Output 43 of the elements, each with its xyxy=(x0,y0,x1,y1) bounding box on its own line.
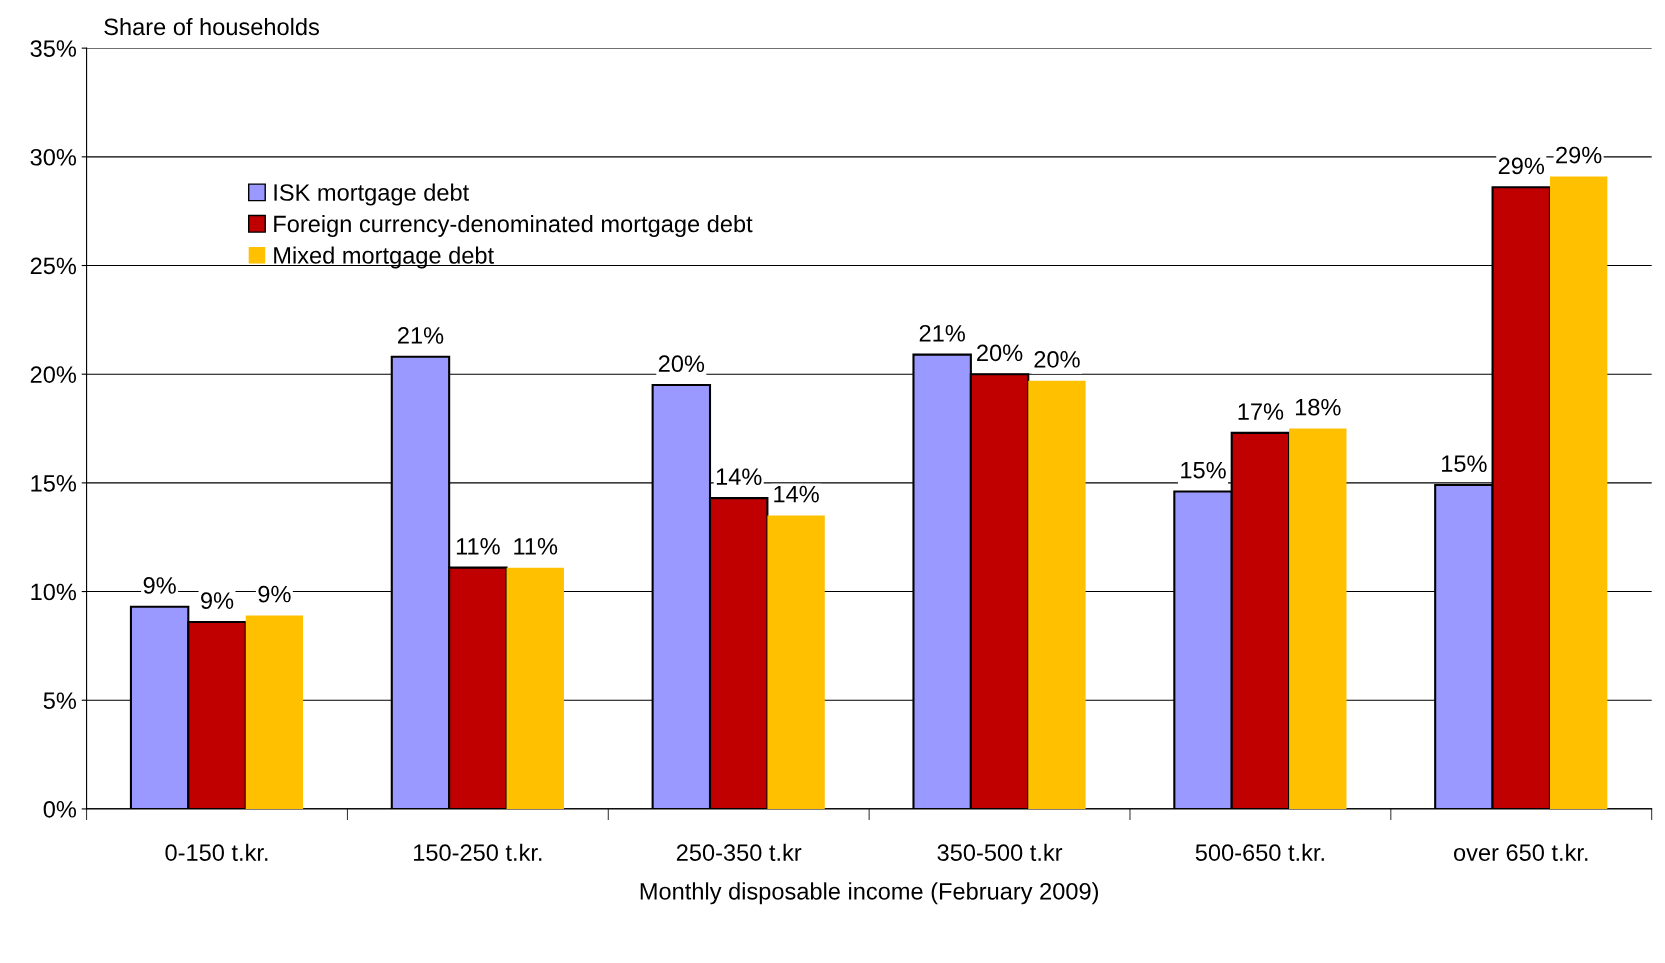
data-label: 11% xyxy=(514,538,558,555)
bar xyxy=(1028,380,1086,809)
data-label: 20% xyxy=(1034,351,1080,368)
legend-label: Mixed mortgage debt xyxy=(274,246,494,269)
bar xyxy=(506,567,564,809)
x-tick-label: 500-650 t.kr. xyxy=(1195,843,1324,861)
data-label: 21% xyxy=(398,327,444,344)
y-tick-label: 15% xyxy=(31,475,77,492)
y-tick-label: 20% xyxy=(30,366,77,383)
data-label: 9% xyxy=(258,585,291,603)
data-label: 29% xyxy=(1556,146,1602,164)
data-label: 9% xyxy=(201,592,234,609)
y-tick-label: 30% xyxy=(30,148,77,166)
bar xyxy=(767,515,825,809)
y-axis-title: Share of households xyxy=(104,17,319,36)
data-label: 17% xyxy=(1238,403,1284,420)
data-label: 15% xyxy=(1442,455,1487,473)
x-tick-label: over 650 t.kr. xyxy=(1454,843,1588,861)
data-label: 9% xyxy=(143,577,176,594)
x-tick-label: 250-350 t.kr xyxy=(676,843,802,861)
y-tick-label: 0% xyxy=(43,800,77,818)
y-tick-label: 25% xyxy=(30,257,77,275)
data-label: 21% xyxy=(919,324,965,342)
data-label: 14% xyxy=(774,485,819,503)
data-label: 15% xyxy=(1181,461,1226,479)
legend-label: Foreign currency-denominated mortgage debt xyxy=(274,214,753,237)
x-tick-label: 0-150 t.kr. xyxy=(165,843,268,861)
data-label: 20% xyxy=(658,355,705,373)
y-tick-label: 35% xyxy=(30,40,77,57)
bar xyxy=(245,615,304,809)
data-label: 14% xyxy=(716,468,762,485)
data-label: 20% xyxy=(977,344,1023,362)
x-tick-label: 350-500 t.kr xyxy=(937,843,1063,861)
x-tick-label: 150-250 t.kr. xyxy=(414,843,542,861)
bar xyxy=(1549,176,1608,809)
data-label: 29% xyxy=(1498,157,1545,175)
legend-label: ISK mortgage debt xyxy=(274,183,469,206)
x-axis-title: Monthly disposable income (February 2009) xyxy=(640,882,1099,905)
data-label: 18% xyxy=(1295,398,1341,416)
data-label: 11% xyxy=(456,538,500,555)
bar xyxy=(1289,428,1347,809)
y-tick-label: 10% xyxy=(31,583,77,601)
y-tick-label: 5% xyxy=(43,692,77,710)
